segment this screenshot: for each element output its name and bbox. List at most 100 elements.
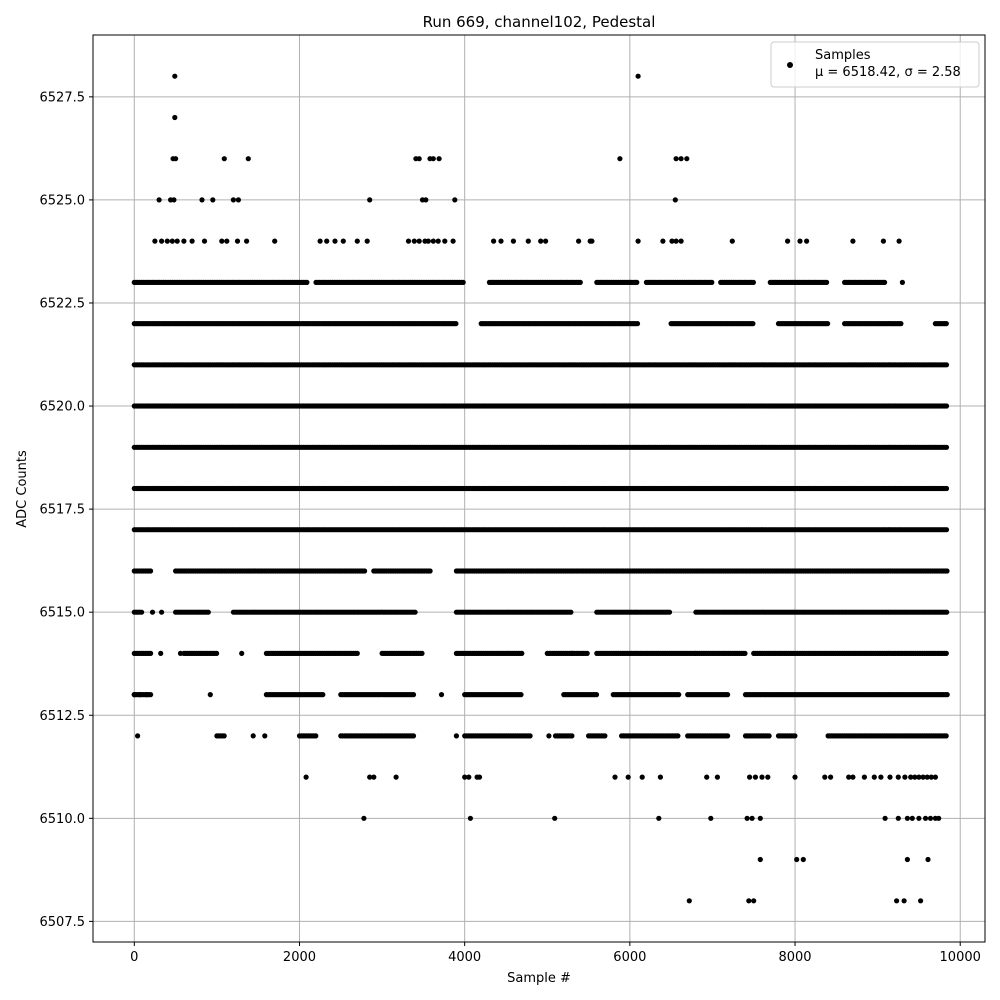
data-point	[751, 898, 757, 904]
data-point	[569, 733, 575, 739]
data-point	[152, 238, 158, 244]
data-point	[750, 279, 757, 285]
data-point	[766, 733, 772, 739]
data-point	[245, 156, 251, 162]
legend-stats: μ = 6518.42, σ = 2.58	[815, 65, 961, 80]
data-point	[861, 774, 868, 780]
data-point	[785, 238, 791, 244]
data-point	[416, 156, 422, 162]
data-point	[324, 238, 330, 244]
data-point	[909, 815, 915, 821]
data-point	[173, 156, 179, 162]
data-point	[207, 692, 213, 698]
y-tick-label: 6525.0	[40, 193, 86, 208]
data-point	[367, 197, 373, 203]
data-point	[749, 815, 755, 821]
data-point	[678, 156, 684, 162]
data-point	[746, 898, 752, 904]
y-tick-label: 6515.0	[40, 606, 86, 621]
data-point	[750, 321, 756, 327]
data-point	[759, 774, 765, 780]
data-point	[362, 568, 368, 574]
data-point	[364, 238, 370, 244]
data-point	[332, 238, 338, 244]
data-point	[673, 156, 679, 162]
data-point	[303, 774, 309, 780]
data-point	[546, 733, 552, 739]
data-point	[792, 774, 798, 780]
data-point	[159, 238, 165, 244]
data-point	[714, 774, 721, 780]
data-point	[235, 197, 241, 203]
data-point	[925, 856, 931, 863]
data-point	[412, 609, 418, 615]
data-point	[635, 73, 641, 79]
data-point	[467, 815, 473, 821]
data-point	[416, 238, 422, 244]
x-axis-label: Sample #	[507, 971, 571, 986]
data-point	[617, 156, 623, 162]
data-point	[205, 609, 211, 615]
data-point	[882, 815, 888, 821]
data-point	[527, 733, 533, 739]
data-point	[794, 856, 800, 863]
data-point	[765, 774, 771, 780]
data-point	[797, 238, 803, 244]
data-point	[589, 238, 595, 244]
data-point	[158, 650, 164, 657]
data-point	[354, 238, 360, 244]
data-point	[177, 650, 184, 657]
data-point	[313, 733, 319, 739]
data-point	[944, 692, 950, 698]
data-point	[214, 650, 220, 657]
y-tick-label: 6507.5	[40, 915, 86, 930]
data-point	[825, 321, 831, 327]
data-point	[602, 733, 608, 739]
data-point	[708, 815, 714, 821]
data-point	[943, 321, 949, 327]
data-point	[943, 650, 949, 657]
y-tick-label: 6522.5	[40, 296, 86, 311]
data-point	[393, 774, 399, 780]
data-point	[932, 774, 939, 780]
data-point	[423, 197, 429, 203]
data-point	[361, 815, 367, 821]
data-point	[450, 238, 456, 244]
data-point	[660, 238, 666, 244]
data-point	[684, 156, 690, 162]
data-point	[466, 774, 472, 780]
data-point	[725, 733, 731, 739]
legend: Samples μ = 6518.42, σ = 2.58	[770, 41, 980, 88]
data-point	[131, 692, 137, 698]
data-point	[569, 650, 575, 657]
data-point	[850, 774, 856, 780]
data-point	[943, 403, 950, 409]
data-point	[709, 279, 715, 285]
data-point	[887, 774, 893, 780]
data-point	[850, 238, 856, 244]
data-point	[943, 733, 949, 739]
data-point	[927, 815, 934, 821]
y-tick-label: 6517.5	[40, 503, 86, 518]
data-point	[244, 238, 250, 244]
data-point	[435, 238, 441, 244]
data-point	[149, 609, 156, 615]
data-point	[902, 774, 908, 780]
data-points	[131, 73, 950, 904]
x-tick-label: 6000	[613, 950, 646, 965]
data-point	[944, 609, 950, 615]
x-tick-label: 8000	[778, 950, 811, 965]
data-point	[944, 568, 950, 574]
data-point	[822, 774, 828, 780]
data-point	[250, 733, 256, 739]
data-point	[135, 733, 141, 739]
data-point	[148, 650, 154, 657]
data-point	[159, 609, 165, 615]
data-point	[224, 238, 230, 244]
data-point	[634, 279, 640, 285]
data-point	[666, 609, 673, 615]
data-point	[234, 238, 241, 244]
data-point	[438, 692, 445, 698]
data-point	[460, 279, 466, 285]
